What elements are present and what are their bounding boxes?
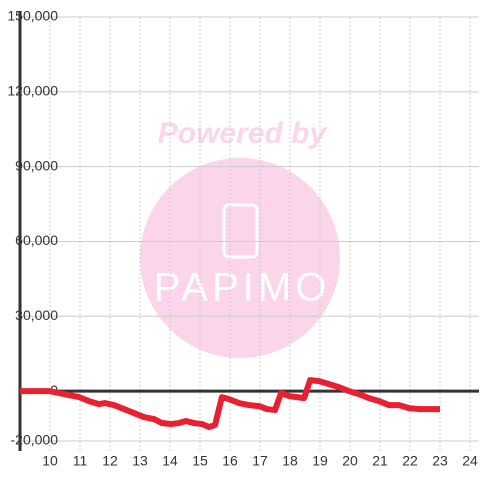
x-tick-label: 16 (222, 453, 238, 469)
x-tick-label: 14 (162, 453, 178, 469)
x-tick-label: 17 (252, 453, 268, 469)
x-tick-label: 12 (102, 453, 118, 469)
x-tick-label: 24 (462, 453, 478, 469)
x-tick-label: 22 (402, 453, 418, 469)
y-tick-label: -20,000 (11, 432, 59, 448)
x-tick-label: 11 (73, 453, 88, 469)
watermark-line1: Powered by (158, 117, 328, 150)
y-tick-label: 120,000 (7, 83, 58, 99)
x-tick-label: 13 (132, 453, 148, 469)
x-tick-label: 19 (312, 453, 328, 469)
x-tick-label: 20 (342, 453, 358, 469)
x-tick-label: 10 (42, 453, 58, 469)
x-tick-label: 23 (432, 453, 448, 469)
x-tick-label: 21 (372, 453, 388, 469)
y-tick-label: 90,000 (15, 157, 58, 173)
x-tick-label: 18 (282, 453, 298, 469)
y-tick-label: 150,000 (7, 8, 58, 24)
watermark: Powered by PAPIMO (140, 117, 340, 358)
watermark-phone (222, 203, 259, 259)
y-tick-label: 30,000 (15, 307, 58, 323)
line (20, 377, 440, 431)
watermark-line2: PAPIMO (154, 266, 331, 310)
y-tick-label: 60,000 (15, 232, 58, 248)
x-tick-label: 15 (192, 453, 208, 469)
